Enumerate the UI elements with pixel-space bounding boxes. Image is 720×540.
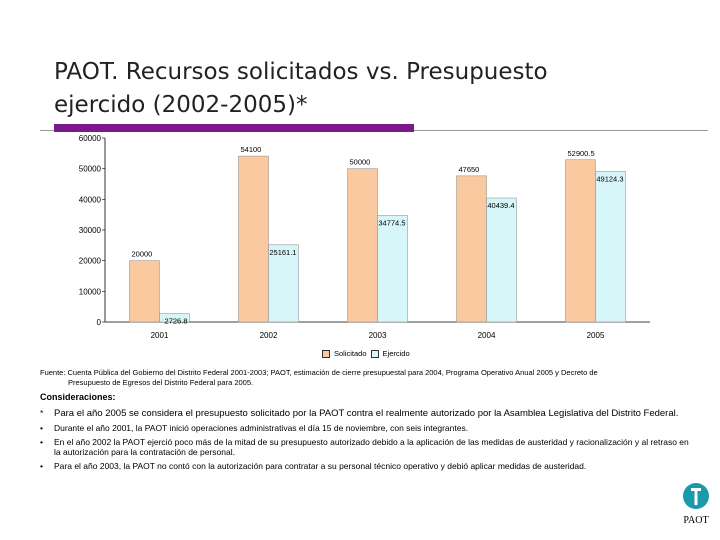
data-label-solicitado: 47650 — [459, 165, 480, 174]
chart-legend: Solicitado Ejercido — [322, 349, 410, 358]
data-label-ejercido: 49124.3 — [596, 174, 623, 183]
x-tick-label: 2005 — [587, 331, 605, 340]
consideration-text: En el año 2002 la PAOT ejerció poco más … — [54, 437, 689, 457]
paot-logo-icon: PAOT — [683, 483, 709, 526]
data-label-ejercido: 2726.8 — [165, 317, 188, 326]
considerations-title: Consideraciones: — [40, 392, 116, 402]
bar-ejercido — [159, 313, 190, 323]
logo-mark — [691, 488, 701, 505]
consideration-bullet: • — [40, 423, 43, 433]
y-tick-label: 30000 — [79, 226, 102, 235]
data-label-solicitado: 54100 — [241, 145, 262, 154]
x-tick-label: 2002 — [260, 331, 278, 340]
data-label-solicitado: 20000 — [132, 250, 153, 259]
bar-chart: 60000 50000 40000 30000 20000 10000 0 20000 2726… — [79, 134, 650, 340]
bar-solicitado — [129, 260, 160, 323]
bar-ejercido — [486, 197, 517, 323]
consideration-item: • En el año 2002 la PAOT ejerció poco má… — [40, 437, 690, 457]
bar-solicitado — [238, 155, 269, 323]
title-line-2: ejercido (2002-2005)* — [54, 92, 308, 118]
x-tick-label: 2004 — [478, 331, 496, 340]
legend-label-ejercido: Ejercido — [382, 349, 410, 358]
title-line-1: PAOT. Recursos solicitados vs. Presupues… — [54, 59, 548, 85]
legend-swatch-solicitado — [322, 349, 330, 358]
bar-ejercido — [268, 244, 299, 323]
legend-swatch-ejercido — [370, 349, 379, 358]
x-tick-label: 2001 — [151, 331, 169, 340]
data-label-ejercido: 25161.1 — [269, 248, 296, 257]
consideration-bullet: • — [40, 461, 43, 471]
source-note: Fuente: Cuenta Pública del Gobierno del … — [40, 368, 680, 388]
source-line-1: Fuente: Cuenta Pública del Gobierno del … — [40, 368, 598, 377]
x-tick-label: 2003 — [369, 331, 387, 340]
consideration-text: Durante el año 2001, la PAOT inició oper… — [54, 423, 469, 433]
considerations-section: Consideraciones: * Para el año 2005 se c… — [40, 392, 690, 475]
data-label-solicitado: 50000 — [350, 158, 371, 167]
legend-label-solicitado: Solicitado — [334, 349, 367, 358]
chart-container: 60000 50000 40000 30000 20000 10000 0 20000 2726… — [60, 130, 660, 365]
bar-solicitado — [565, 159, 596, 323]
source-line-2: Presupuesto de Egresos del Distrito Fede… — [68, 378, 254, 387]
consideration-item: * Para el año 2005 se considera el presu… — [40, 408, 690, 419]
consideration-text: Para el año 2005 se considera el presupu… — [54, 408, 679, 419]
bar-ejercido — [595, 171, 626, 323]
accent-bar — [54, 124, 414, 132]
bar-ejercido — [377, 215, 408, 323]
y-tick-label: 0 — [97, 318, 102, 327]
data-label-ejercido: 40439.4 — [487, 201, 514, 210]
bar-solicitado — [456, 175, 487, 323]
y-tick-label: 20000 — [79, 257, 102, 266]
consideration-bullet: * — [40, 408, 44, 418]
data-label-ejercido: 34774.5 — [378, 218, 405, 227]
consideration-item: • Durante el año 2001, la PAOT inició op… — [40, 423, 690, 433]
consideration-item: • Para el año 2003, la PAOT no contó con… — [40, 461, 690, 471]
y-tick-label: 60000 — [79, 134, 102, 143]
consideration-bullet: • — [40, 437, 43, 447]
bar-solicitado — [347, 168, 378, 323]
y-tick-label: 40000 — [79, 195, 102, 204]
y-tick-label: 50000 — [79, 165, 102, 174]
consideration-text: Para el año 2003, la PAOT no contó con l… — [54, 461, 587, 471]
y-tick-label: 10000 — [79, 287, 102, 296]
data-label-solicitado: 52900.5 — [568, 149, 595, 158]
slide-title: PAOT. Recursos solicitados vs. Presupues… — [54, 56, 674, 122]
logo-text: PAOT — [683, 515, 708, 526]
